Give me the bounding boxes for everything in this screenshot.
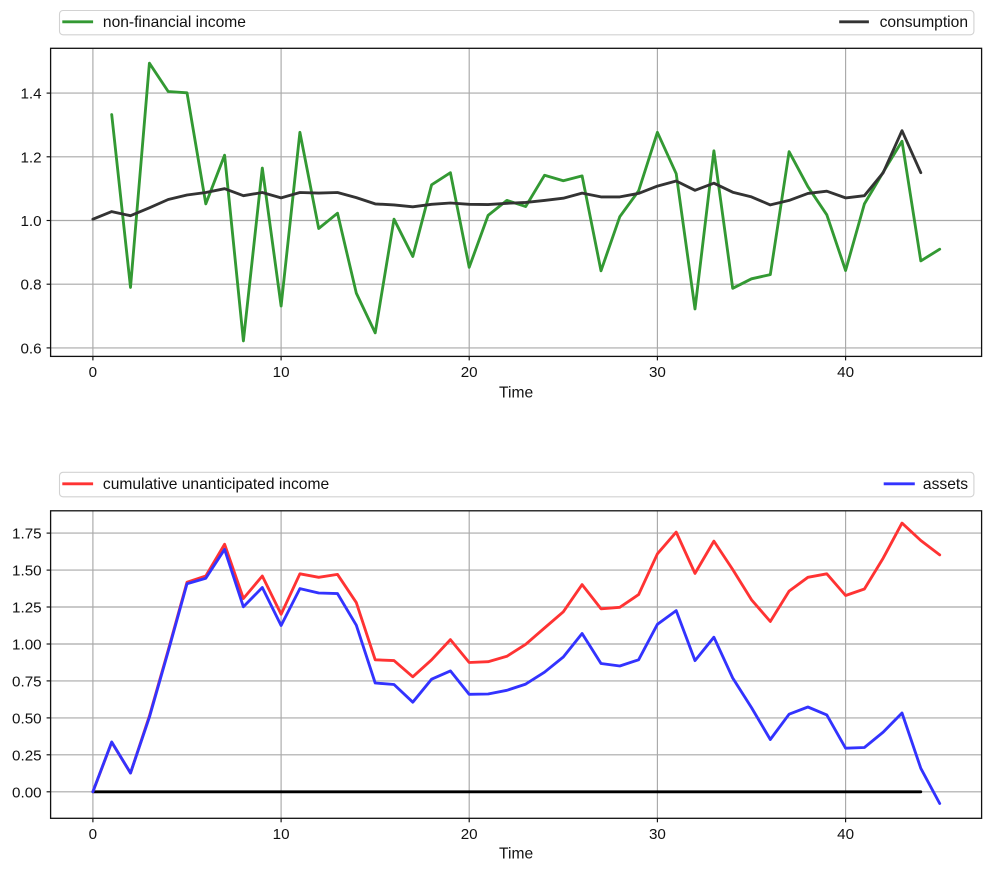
svg-text:0.6: 0.6: [20, 340, 41, 357]
svg-text:0.75: 0.75: [12, 673, 42, 690]
svg-text:0.25: 0.25: [12, 747, 42, 764]
svg-text:consumption: consumption: [880, 14, 968, 31]
svg-text:20: 20: [461, 826, 478, 843]
svg-text:1.0: 1.0: [20, 213, 41, 230]
svg-text:1.00: 1.00: [12, 637, 42, 654]
svg-text:30: 30: [649, 364, 666, 381]
svg-text:20: 20: [461, 364, 478, 381]
svg-text:0.8: 0.8: [20, 277, 41, 294]
svg-text:10: 10: [273, 364, 290, 381]
svg-text:1.4: 1.4: [20, 86, 41, 103]
svg-text:40: 40: [837, 826, 854, 843]
svg-text:10: 10: [273, 826, 290, 843]
svg-text:cumulative unanticipated incom: cumulative unanticipated income: [103, 476, 329, 493]
svg-text:40: 40: [837, 364, 854, 381]
svg-text:1.50: 1.50: [12, 563, 42, 580]
svg-text:1.2: 1.2: [20, 149, 41, 166]
svg-text:assets: assets: [923, 476, 968, 493]
svg-text:Time: Time: [499, 846, 533, 863]
svg-text:0: 0: [89, 364, 97, 381]
svg-text:1.75: 1.75: [12, 526, 42, 543]
svg-text:0.50: 0.50: [12, 710, 42, 727]
svg-text:non-financial income: non-financial income: [103, 14, 246, 31]
svg-text:0: 0: [89, 826, 97, 843]
svg-text:Time: Time: [499, 385, 533, 402]
svg-text:0.00: 0.00: [12, 784, 42, 801]
svg-text:30: 30: [649, 826, 666, 843]
svg-text:1.25: 1.25: [12, 600, 42, 617]
